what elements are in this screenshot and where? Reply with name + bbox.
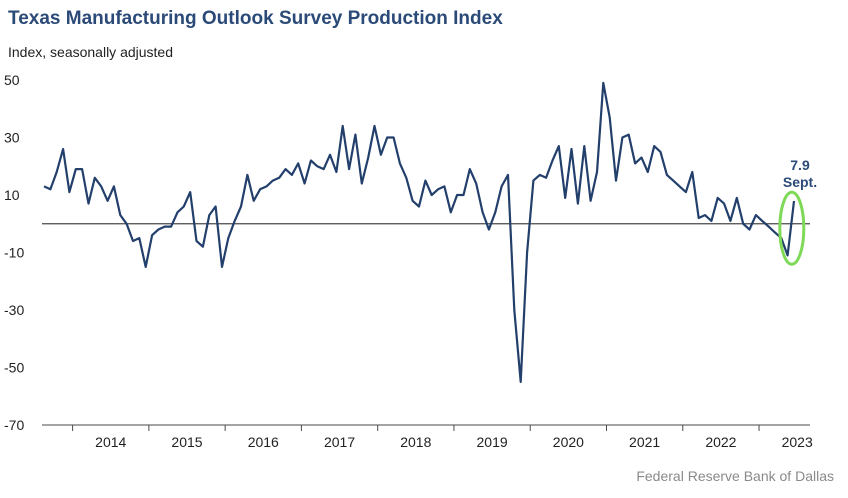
y-tick-label: 10 (4, 187, 20, 203)
chart-title: Texas Manufacturing Outlook Survey Produ… (8, 8, 503, 29)
x-tick-label: 2014 (95, 434, 126, 450)
x-axis: 2014 2015 2016 2017 2018 2019 2020 2021 2022 2023 (95, 434, 813, 450)
x-tick-label: 2023 (782, 434, 813, 450)
x-tick-label: 2020 (553, 434, 584, 450)
chart-subtitle: Index, seasonally adjusted (8, 44, 173, 60)
source-label: Federal Reserve Bank of Dallas (636, 468, 834, 484)
y-tick-label: -70 (4, 417, 24, 433)
y-tick-label: 30 (4, 130, 20, 146)
x-tick-label: 2019 (477, 434, 508, 450)
x-tick-label: 2016 (248, 434, 279, 450)
y-axis: 50 30 10 -10 -30 -50 -70 (4, 72, 24, 433)
y-tick-label: -10 (4, 245, 24, 261)
highlight-ellipse (778, 190, 806, 266)
x-tick-label: 2017 (324, 434, 355, 450)
annotation-month-label: Sept. (783, 174, 817, 190)
y-tick-label: -50 (4, 360, 24, 376)
series-line-production-index (43, 81, 796, 383)
x-tick-label: 2021 (629, 434, 660, 450)
x-tick-label: 2015 (171, 434, 202, 450)
x-tick-label: 2022 (705, 434, 736, 450)
x-tick-marks (72, 425, 760, 431)
annotation-value-label: 7.9 (790, 157, 810, 173)
y-tick-label: 50 (4, 72, 20, 88)
y-tick-label: -30 (4, 302, 24, 318)
x-tick-label: 2018 (400, 434, 431, 450)
